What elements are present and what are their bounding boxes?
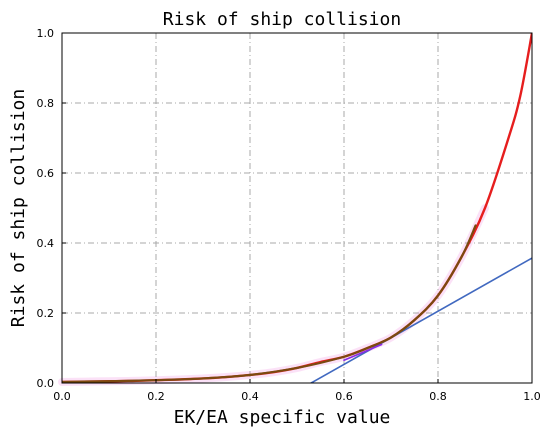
x-tick-label: 0.6 bbox=[335, 390, 353, 403]
series-line-2 bbox=[310, 257, 532, 383]
x-axis-label: EK/EA specific value bbox=[174, 407, 391, 428]
y-tick-label: 0.6 bbox=[37, 167, 55, 180]
grid bbox=[62, 33, 532, 383]
x-tick-label: 0.8 bbox=[429, 390, 447, 403]
y-tick-label: 0.0 bbox=[37, 377, 55, 390]
y-axis: 0.0 0.2 0.4 0.6 0.8 1.0 bbox=[37, 27, 66, 390]
y-tick-label: 0.8 bbox=[37, 97, 55, 110]
y-tick-label: 1.0 bbox=[37, 27, 55, 40]
y-tick-label: 0.4 bbox=[37, 237, 55, 250]
y-axis-label: Risk of ship collision bbox=[8, 89, 29, 327]
plot-frame bbox=[61, 32, 533, 384]
x-tick-label: 0.2 bbox=[147, 390, 165, 403]
x-tick-label: 0.0 bbox=[53, 390, 71, 403]
x-tick-label: 0.4 bbox=[241, 390, 259, 403]
y-tick-label: 0.2 bbox=[37, 307, 55, 320]
chart-title: Risk of ship collision bbox=[163, 9, 401, 30]
plot-area bbox=[62, 33, 532, 383]
series-line-4 bbox=[343, 343, 383, 362]
x-tick-label: 1.0 bbox=[523, 390, 541, 403]
x-axis: 0.0 0.2 0.4 0.6 0.8 1.0 bbox=[53, 379, 541, 403]
